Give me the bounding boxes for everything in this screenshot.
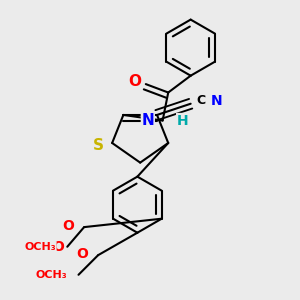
Text: O: O <box>128 74 141 89</box>
Text: OCH₃: OCH₃ <box>36 270 67 280</box>
Text: O: O <box>76 247 88 261</box>
Text: O: O <box>62 219 74 233</box>
Text: H: H <box>177 114 188 128</box>
Text: N: N <box>142 113 154 128</box>
Text: O: O <box>52 240 64 254</box>
Text: N: N <box>210 94 222 108</box>
Text: S: S <box>93 138 104 153</box>
Text: OCH₃: OCH₃ <box>24 242 56 252</box>
Text: C: C <box>196 94 206 107</box>
